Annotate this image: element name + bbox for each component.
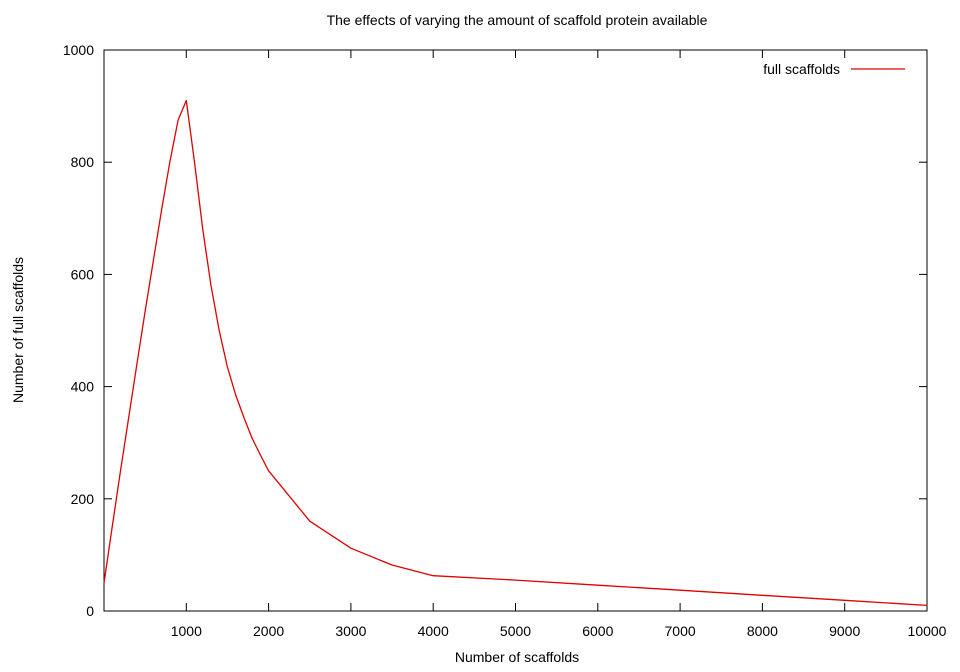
y-axis-label: Number of full scaffolds xyxy=(10,257,26,403)
y-axis-ticks: 0 200 400 600 800 1000 xyxy=(63,42,927,619)
x-tick-label: 9000 xyxy=(829,623,860,639)
x-tick-label: 4000 xyxy=(418,623,449,639)
legend-label: full scaffolds xyxy=(763,61,840,77)
x-tick-label: 3000 xyxy=(335,623,366,639)
chart-title: The effects of varying the amount of sca… xyxy=(327,12,708,28)
y-tick-label: 800 xyxy=(71,154,95,170)
series-layer xyxy=(103,99,928,607)
x-tick-label: 7000 xyxy=(665,623,696,639)
x-tick-label: 5000 xyxy=(500,623,531,639)
x-tick-label: 6000 xyxy=(582,623,613,639)
x-axis-label: Number of scaffolds xyxy=(455,649,579,665)
x-tick-label: 2000 xyxy=(253,623,284,639)
y-tick-label: 400 xyxy=(71,379,95,395)
y-tick-label: 200 xyxy=(71,491,95,507)
x-tick-label: 10000 xyxy=(908,623,947,639)
x-tick-label: 1000 xyxy=(171,623,202,639)
series-line-full-scaffolds xyxy=(103,99,928,607)
x-axis-ticks: 1000 2000 3000 4000 5000 6000 7000 8000 9000 1000… xyxy=(171,50,947,639)
y-tick-label: 1000 xyxy=(63,42,94,58)
y-tick-label: 0 xyxy=(86,603,94,619)
legend: full scaffolds xyxy=(763,61,905,77)
plot-frame xyxy=(103,49,928,612)
y-tick-label: 600 xyxy=(71,266,95,282)
x-tick-label: 8000 xyxy=(747,623,778,639)
